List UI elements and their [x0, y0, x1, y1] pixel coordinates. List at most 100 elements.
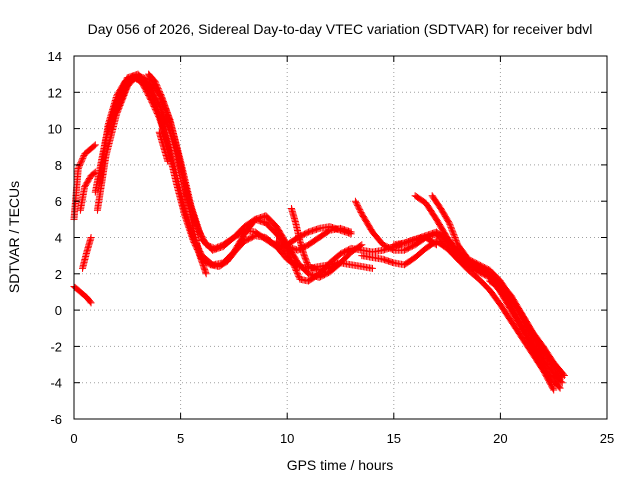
data-point	[452, 236, 460, 244]
data-point	[163, 138, 171, 146]
data-point	[151, 77, 159, 85]
y-tick-label: 6	[55, 194, 62, 209]
data-point	[450, 232, 458, 240]
data-point	[87, 299, 95, 307]
series-arc-6	[91, 70, 355, 254]
x-tick-labels: 0 5 10 15 20 25	[70, 431, 614, 446]
series-arc-18	[486, 277, 568, 379]
data-point	[289, 259, 297, 267]
y-tick-label: 4	[55, 231, 62, 246]
data-point	[450, 231, 458, 239]
series-arc-13	[351, 197, 564, 392]
y-tick-label: 12	[48, 85, 62, 100]
data-point	[337, 259, 344, 267]
axis-ticks	[73, 55, 608, 420]
data-point	[77, 157, 85, 165]
data-point	[163, 136, 171, 144]
data-point	[559, 370, 567, 378]
x-tick-label: 10	[280, 431, 294, 446]
data-point	[155, 88, 163, 96]
data-point	[448, 226, 456, 234]
data-point	[291, 264, 299, 272]
data-point	[160, 127, 168, 135]
data-point	[157, 90, 165, 98]
data-point	[560, 371, 568, 379]
data-point	[368, 264, 376, 272]
series-arc-9	[145, 70, 210, 278]
data-point	[555, 374, 563, 382]
data-point	[152, 79, 160, 87]
series-arc-10	[155, 128, 172, 165]
data-point	[549, 385, 557, 393]
data-point	[79, 154, 87, 162]
series-arc-5	[93, 74, 376, 272]
data-point	[447, 223, 455, 231]
data-point	[446, 220, 454, 228]
y-axis-label: SDTVAR / TECUs	[6, 181, 22, 293]
series-arc-1	[70, 283, 95, 307]
data-point	[293, 268, 301, 276]
x-tick-label: 25	[600, 431, 614, 446]
series-arc-2	[70, 141, 99, 223]
x-tick-label: 5	[177, 431, 184, 446]
data-point	[556, 375, 564, 383]
series-arc-4	[79, 234, 95, 272]
x-tick-label: 0	[70, 431, 77, 446]
data-point	[156, 117, 164, 125]
data-point	[290, 262, 298, 270]
data-point	[155, 86, 163, 94]
series-arc-12	[287, 204, 344, 274]
data-point	[448, 225, 456, 233]
data-point	[154, 83, 162, 91]
data-point	[77, 159, 85, 167]
data-point	[162, 133, 170, 141]
data-point	[74, 165, 82, 173]
data-point	[453, 238, 461, 246]
data-point	[555, 383, 563, 391]
data-point	[162, 135, 170, 143]
data-point	[157, 118, 165, 126]
y-tick-label: -6	[50, 412, 62, 427]
data-point	[292, 265, 300, 273]
data-point	[449, 228, 457, 236]
data-point	[446, 222, 454, 230]
y-tick-label: -2	[50, 339, 62, 354]
data-point	[91, 141, 99, 149]
data-point	[78, 156, 86, 164]
data-point	[159, 124, 167, 132]
data-point	[158, 121, 166, 129]
y-tick-label: -4	[50, 376, 62, 391]
y-tick-label: 10	[48, 122, 62, 137]
data-point	[388, 246, 396, 254]
data-point	[294, 271, 302, 279]
x-tick-label: 20	[493, 431, 507, 446]
data-point	[156, 115, 164, 123]
data-point	[202, 270, 210, 278]
data-point	[155, 112, 163, 120]
y-tick-labels: -6 -4 -2 0 2 4 6 8 10 12 14	[48, 49, 62, 427]
data-point	[157, 120, 165, 128]
data-point	[79, 153, 87, 161]
data-point	[76, 162, 84, 170]
data-point	[90, 142, 98, 150]
data-point	[153, 82, 161, 90]
data-point	[449, 229, 457, 237]
series-arc-7	[96, 72, 366, 281]
data-point	[445, 219, 453, 227]
data-point	[292, 267, 300, 275]
data-point	[290, 261, 298, 269]
data-point	[155, 114, 163, 122]
data-point	[76, 160, 84, 168]
y-tick-label: 8	[55, 158, 62, 173]
data-points	[70, 70, 568, 394]
data-point	[87, 234, 95, 241]
data-point	[152, 80, 160, 88]
y-tick-label: 2	[55, 267, 62, 282]
data-point	[451, 234, 459, 241]
data-point	[161, 132, 169, 140]
data-point	[158, 123, 166, 131]
data-point	[159, 126, 167, 134]
data-point	[347, 230, 355, 238]
y-tick-label: 0	[55, 303, 62, 318]
